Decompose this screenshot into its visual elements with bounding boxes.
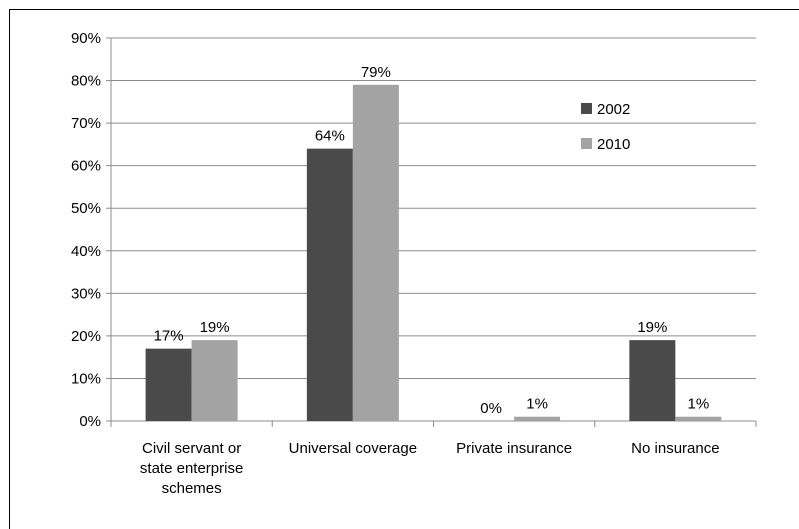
legend-label: 2002 (597, 101, 630, 118)
bar-2010 (514, 416, 561, 421)
data-label-2010: 1% (688, 396, 710, 413)
bar-chart: 0% 10% 20% 30% 40% 50% 60% 70% 80% 90% 17% 19% Civil… (71, 30, 757, 497)
y-tick-label: 0% (79, 413, 101, 430)
y-tick-label: 80% (71, 73, 101, 90)
data-label-2010: 19% (200, 319, 230, 336)
bar-2010 (675, 416, 722, 421)
legend-swatch-2010 (581, 138, 592, 149)
x-tick-label: Civil servant or (142, 440, 241, 457)
data-label-2002: 64% (315, 128, 345, 145)
data-label-2002: 19% (637, 319, 667, 336)
x-tick-label: No insurance (631, 440, 719, 457)
data-label-2010: 1% (526, 396, 548, 413)
y-tick-label: 50% (71, 200, 101, 217)
y-tick-label: 20% (71, 328, 101, 345)
legend-swatch-2002 (581, 103, 592, 114)
y-tick-label: 70% (71, 115, 101, 132)
chart-frame (9, 9, 799, 529)
data-label-2010: 79% (361, 64, 391, 81)
x-tick-label: Universal coverage (289, 440, 417, 457)
x-tick-label: Private insurance (456, 440, 572, 457)
y-tick-label: 40% (71, 243, 101, 260)
y-tick-label: 60% (71, 158, 101, 175)
bar-2002 (629, 340, 676, 421)
bar-2010 (191, 340, 238, 421)
bar-2010 (352, 84, 399, 422)
bar-2002 (145, 348, 192, 421)
legend-label: 2010 (597, 136, 630, 153)
data-label-2002: 17% (154, 328, 184, 345)
y-tick-label: 30% (71, 285, 101, 302)
y-tick-label: 10% (71, 370, 101, 387)
x-tick-label: state enterprise (140, 460, 243, 477)
x-tick-label: schemes (162, 480, 222, 497)
data-label-2002: 0% (480, 400, 502, 417)
bar-2002 (306, 148, 353, 421)
y-tick-label: 90% (71, 30, 101, 47)
